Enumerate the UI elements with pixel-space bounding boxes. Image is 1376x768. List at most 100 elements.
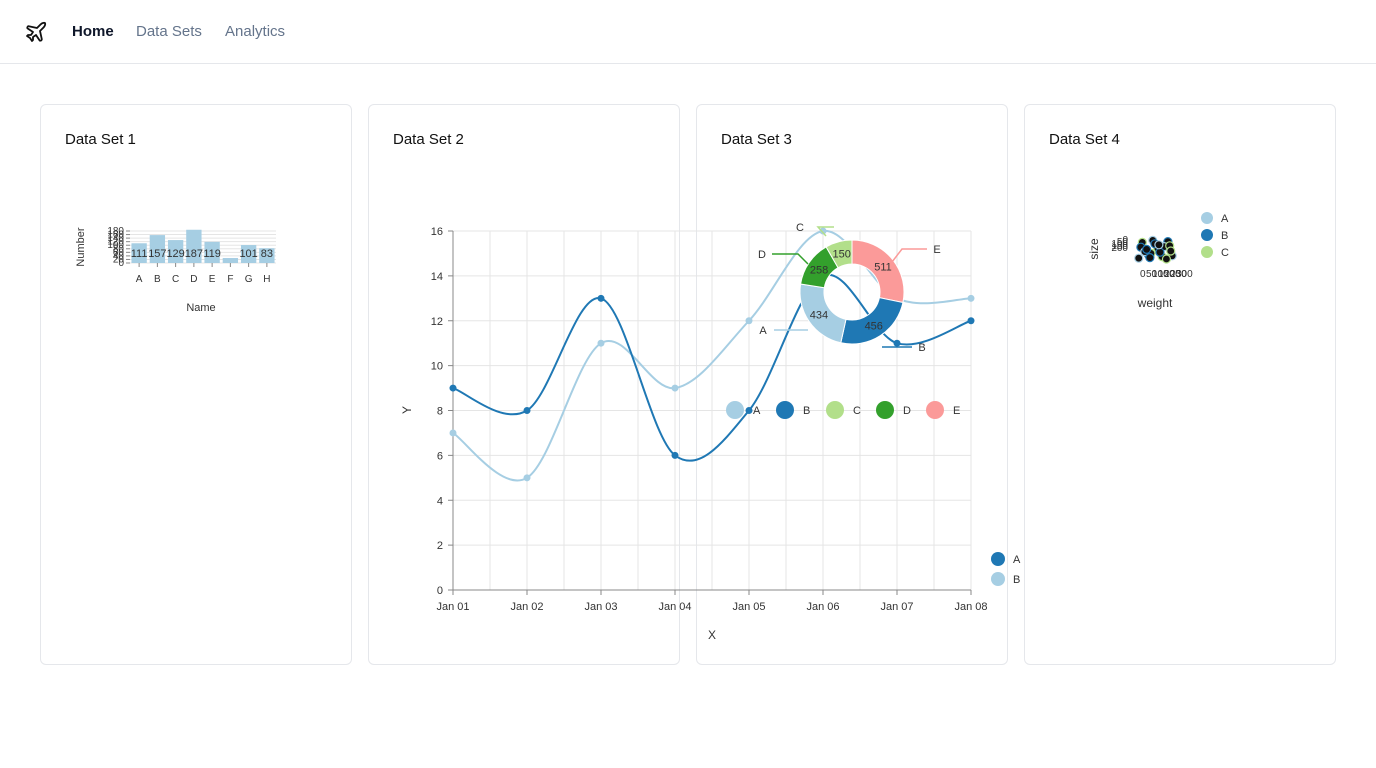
y-tick-label: 8 bbox=[437, 406, 443, 418]
legend-label-C: C bbox=[853, 405, 861, 417]
top-navbar: Home Data Sets Analytics bbox=[0, 0, 1376, 64]
legend-swatch-E bbox=[926, 401, 944, 419]
y-axis-label: Y bbox=[400, 406, 414, 414]
y-tick-label: 150 bbox=[1111, 241, 1128, 252]
x-tick-label: C bbox=[172, 274, 179, 285]
x-tick-label: 300 bbox=[1176, 269, 1193, 280]
bar-G bbox=[240, 245, 257, 263]
slice-value-label: 258 bbox=[810, 264, 828, 276]
y-tick-label: 160 bbox=[107, 230, 124, 241]
card-title: Data Set 1 bbox=[65, 131, 136, 148]
scatter-point bbox=[1142, 244, 1152, 254]
legend-label-B: B bbox=[803, 405, 810, 417]
card-data-set-4: Data Set 4 bbox=[1024, 104, 1336, 665]
data-point-B bbox=[449, 429, 457, 437]
card-data-set-3: Data Set 3 bbox=[696, 104, 1008, 665]
bar-A bbox=[131, 243, 147, 263]
legend-swatch-D bbox=[876, 401, 894, 419]
y-tick-label: 6 bbox=[437, 450, 443, 462]
nav-analytics[interactable]: Analytics bbox=[225, 23, 286, 40]
x-tick-label: Jan 06 bbox=[806, 601, 839, 613]
data-point-B bbox=[671, 384, 679, 392]
x-tick-label: Jan 02 bbox=[510, 601, 543, 613]
y-tick-label: 200 bbox=[1111, 243, 1128, 254]
x-axis-label: Name bbox=[186, 302, 215, 314]
legend-label-A: A bbox=[1013, 554, 1021, 566]
x-tick-label: E bbox=[209, 274, 216, 285]
slice-name-label-B: B bbox=[918, 342, 925, 354]
x-tick-label: 150 bbox=[1158, 269, 1175, 280]
slice-name-label-C: C bbox=[796, 222, 804, 234]
legend-swatch-C bbox=[826, 401, 844, 419]
card-title: Data Set 3 bbox=[721, 131, 792, 148]
bar-D bbox=[186, 229, 202, 263]
legend-swatch-A bbox=[1201, 212, 1213, 224]
slice-C bbox=[825, 239, 853, 269]
scatter-point bbox=[1154, 240, 1164, 250]
x-tick-label: Jan 03 bbox=[584, 601, 617, 613]
x-tick-label: F bbox=[227, 274, 233, 285]
legend-swatch-B bbox=[991, 572, 1005, 586]
slice-value-label: 456 bbox=[865, 321, 883, 333]
y-tick-label: 16 bbox=[431, 226, 443, 238]
x-tick-label: 0 bbox=[1140, 269, 1146, 280]
y-tick-label: 120 bbox=[107, 237, 124, 248]
data-point-A bbox=[523, 407, 531, 414]
slice-name-label-A: A bbox=[759, 325, 767, 337]
data-point-A bbox=[745, 407, 753, 414]
y-tick-label: 10 bbox=[431, 361, 443, 373]
data-point-B bbox=[745, 317, 753, 325]
bar-data-label: 111 bbox=[131, 248, 148, 260]
scatter-point bbox=[1134, 253, 1144, 263]
data-point-B bbox=[597, 339, 605, 347]
legend-label-B: B bbox=[1221, 230, 1228, 242]
y-tick-label: 40 bbox=[113, 251, 125, 262]
legend-label-C: C bbox=[1221, 247, 1229, 259]
bar-H bbox=[259, 248, 275, 263]
leader-line-D bbox=[772, 253, 809, 265]
bar-data-label: 101 bbox=[239, 248, 257, 260]
x-tick-label: 50 bbox=[1146, 269, 1158, 280]
x-tick-label: Jan 05 bbox=[732, 601, 765, 613]
y-tick-label: 140 bbox=[107, 233, 124, 244]
legend-label-A: A bbox=[753, 405, 761, 417]
x-tick-label: Jan 08 bbox=[954, 601, 987, 613]
x-tick-label: H bbox=[263, 274, 270, 285]
y-tick-label: 0 bbox=[118, 258, 124, 269]
x-tick-label: 100 bbox=[1152, 269, 1169, 280]
nav-home[interactable]: Home bbox=[72, 23, 114, 40]
bar-data-label: 157 bbox=[148, 248, 166, 260]
y-tick-label: 20 bbox=[113, 254, 125, 265]
y-tick-label: 0 bbox=[437, 585, 443, 597]
slice-name-label-D: D bbox=[758, 249, 766, 261]
bar-E bbox=[204, 241, 220, 263]
airplane-icon[interactable] bbox=[24, 20, 48, 44]
legend-swatch-A bbox=[726, 401, 744, 419]
nav-data-sets[interactable]: Data Sets bbox=[136, 23, 202, 40]
card-title: Data Set 4 bbox=[1049, 131, 1120, 148]
x-axis-label: weight bbox=[1137, 296, 1173, 310]
y-tick-label: 50 bbox=[1117, 237, 1129, 248]
data-point-B bbox=[967, 294, 975, 302]
data-point-A bbox=[893, 339, 901, 347]
legend-swatch-B bbox=[776, 401, 794, 419]
card-data-set-2: Data Set 2 bbox=[368, 104, 680, 665]
slice-value-label: 150 bbox=[833, 248, 851, 260]
y-tick-label: 4 bbox=[437, 495, 443, 507]
legend-label-B: B bbox=[1013, 574, 1020, 586]
scatter-point bbox=[1161, 254, 1172, 264]
y-tick-label: 14 bbox=[431, 271, 443, 283]
data-point-A bbox=[967, 317, 975, 325]
scatter-point bbox=[1155, 247, 1165, 257]
legend-swatch-B bbox=[1201, 229, 1213, 241]
data-point-A bbox=[597, 294, 605, 302]
legend-label-A: A bbox=[1221, 213, 1229, 225]
legend-label-D: D bbox=[903, 405, 911, 417]
donut-chart: 511 E 456 B 434 A 258 D 150 C A B C D E bbox=[726, 222, 960, 419]
y-tick-label: 100 bbox=[107, 240, 124, 251]
bar-B bbox=[149, 235, 166, 263]
scatter-point bbox=[1145, 253, 1155, 263]
slice-value-label: 511 bbox=[874, 262, 892, 274]
